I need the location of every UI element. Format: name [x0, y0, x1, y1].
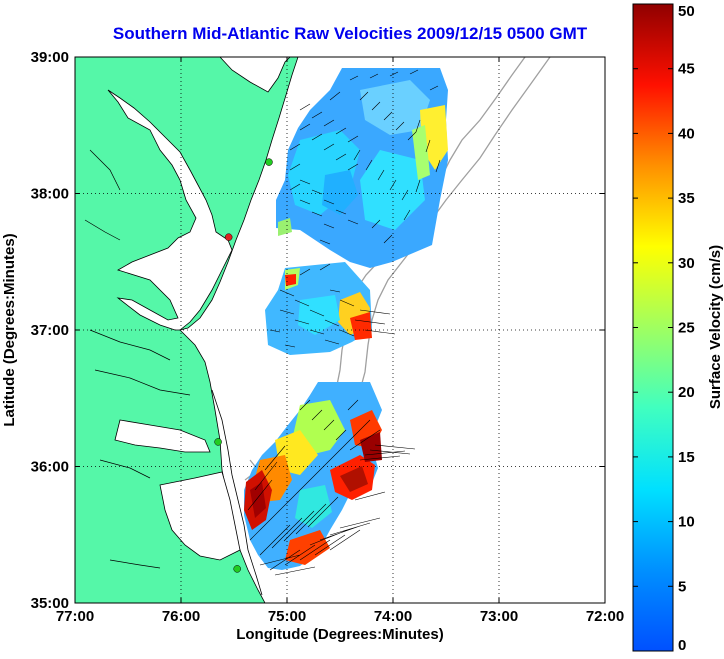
- outer-banks: [211, 389, 263, 596]
- colorbar-tick-label: 30: [678, 255, 695, 272]
- colorbar-ticks: 0 5 10 15 20 25 30 35 40 45 50: [633, 3, 695, 654]
- colorbar-tick-label: 20: [678, 384, 695, 401]
- stations-layer: [214, 47, 296, 573]
- colorbar: [632, 3, 674, 652]
- colorbar-tick-label: 0: [678, 637, 686, 654]
- x-axis-label: Longitude (Degrees:Minutes): [236, 626, 444, 643]
- radar-station-marker: [265, 158, 273, 166]
- rivers-virginia: [84, 149, 191, 569]
- y-axis-label: Latitude (Degrees:Minutes): [1, 233, 18, 426]
- colorbar-tick-label: 25: [678, 320, 695, 337]
- colorbar-tick-label: 50: [678, 3, 695, 20]
- y-tick-label: 35:00: [31, 595, 69, 612]
- map-plot-area: [75, 47, 605, 603]
- x-tick-label: 73:00: [480, 608, 518, 625]
- delaware-bay: [219, 57, 291, 93]
- chesapeake-bay: [107, 89, 233, 331]
- velocity-arrows: [247, 69, 441, 576]
- y-axis-ticks: 35:00 36:00 37:00 38:00 39:00: [31, 49, 605, 612]
- colorbar-tick-label: 35: [678, 190, 695, 207]
- y-tick-label: 36:00: [31, 459, 69, 476]
- colorbar-tick-label: 5: [678, 578, 686, 595]
- y-tick-label: 38:00: [31, 186, 69, 203]
- velocity-field-middle: [265, 262, 372, 355]
- y-tick-label: 37:00: [31, 322, 69, 339]
- map-grid: [75, 57, 605, 603]
- colorbar-tick-label: 15: [678, 449, 695, 466]
- albemarle-sound: [114, 419, 211, 453]
- colorbar-label: Surface Velocity (cm/s): [707, 245, 724, 409]
- x-tick-label: 74:00: [374, 608, 412, 625]
- radar-station-marker: [289, 47, 296, 54]
- radar-station-marker: [224, 233, 233, 241]
- colorbar-tick-label: 45: [678, 61, 695, 78]
- x-axis-ticks: 77:00 76:00 75:00 74:00 73:00 72:00: [56, 57, 624, 625]
- y-tick-label: 39:00: [31, 49, 69, 66]
- x-tick-label: 77:00: [56, 608, 94, 625]
- x-tick-label: 75:00: [268, 608, 306, 625]
- x-tick-label: 72:00: [586, 608, 624, 625]
- x-tick-label: 76:00: [162, 608, 200, 625]
- pamlico-sound: [159, 471, 241, 561]
- colorbar-tick-label: 10: [678, 514, 695, 531]
- colorbar-tick-label: 40: [678, 125, 695, 142]
- map-title: Southern Mid-Atlantic Raw Velocities 200…: [112, 24, 588, 43]
- radar-station-marker: [214, 438, 222, 446]
- radar-station-marker: [233, 565, 241, 573]
